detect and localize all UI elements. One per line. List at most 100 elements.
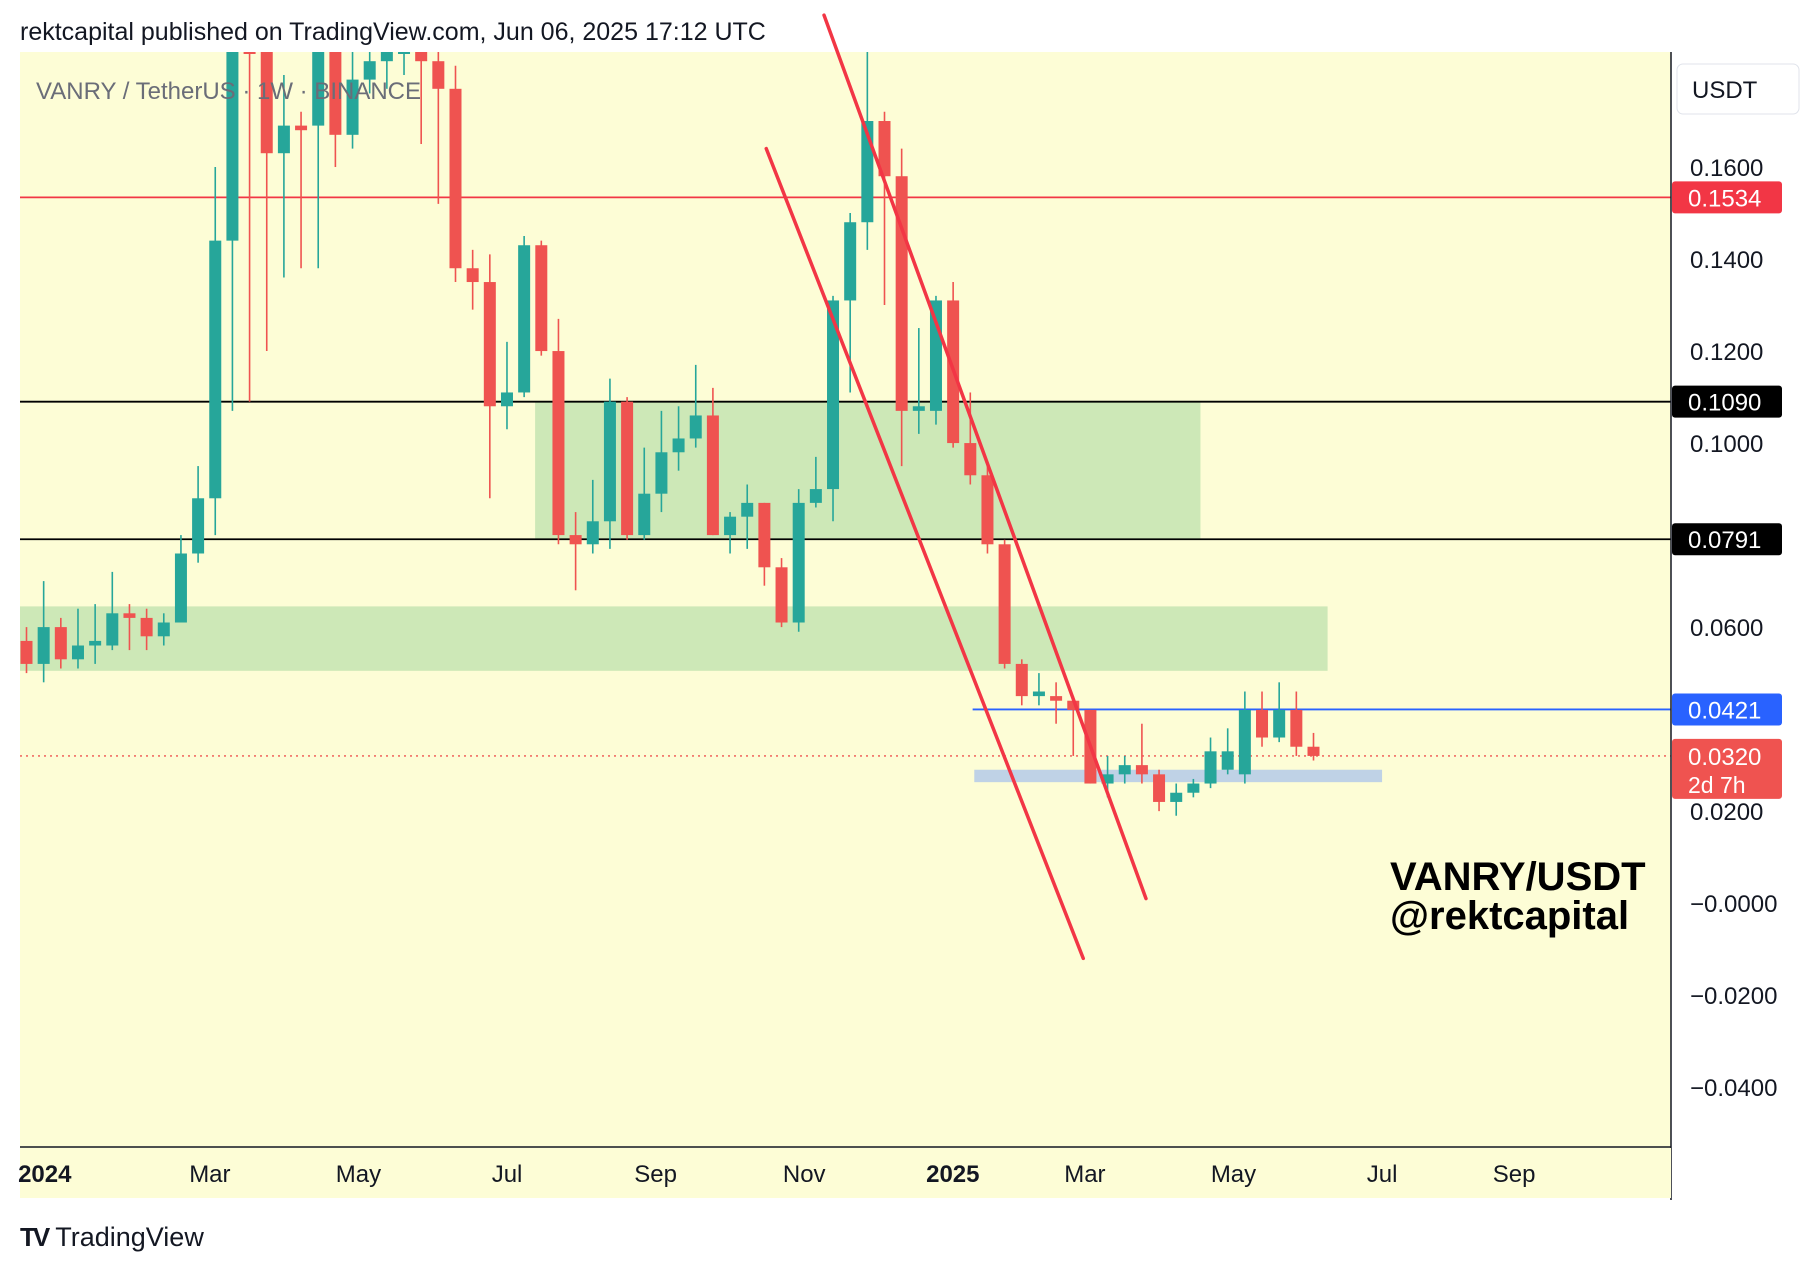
candle-body: [483, 282, 496, 407]
candle-body: [809, 489, 822, 503]
candle-body: [912, 406, 925, 411]
candle: [1050, 682, 1063, 724]
candle: [123, 604, 136, 651]
candle: [329, 52, 342, 168]
candle-body: [346, 79, 359, 135]
time-tick-label: Mar: [1064, 1161, 1105, 1188]
candle-body: [775, 567, 788, 623]
candle-body: [1238, 709, 1251, 775]
candle-body: [466, 268, 479, 283]
candle: [1067, 696, 1080, 756]
candle-body: [243, 52, 256, 54]
candle-body: [981, 475, 994, 545]
time-tick-label: Nov: [783, 1161, 826, 1188]
candle: [1118, 755, 1131, 784]
candle: [312, 52, 325, 269]
candle: [672, 406, 685, 471]
candle-body: [89, 640, 102, 646]
candle-body: [638, 493, 651, 536]
candle: [809, 456, 822, 508]
candle: [1273, 682, 1286, 743]
candle: [535, 240, 548, 356]
candle: [20, 627, 33, 674]
price-tick-label: 0.1400: [1690, 247, 1763, 274]
tradingview-logo[interactable]: TV TradingView: [20, 1222, 204, 1253]
current-price-value: 0.0320: [1688, 744, 1761, 771]
candle-body: [1221, 751, 1234, 770]
currency-button-label: USDT: [1692, 77, 1758, 104]
price-tick-label: 0.0600: [1690, 615, 1763, 642]
candle-body: [1135, 765, 1148, 775]
time-tick-label: 2025: [926, 1161, 979, 1188]
candle: [380, 52, 393, 89]
channel-layer: [764, 13, 1148, 961]
time-tick-label: May: [1211, 1161, 1256, 1188]
candle-body: [71, 645, 84, 660]
candle: [724, 512, 737, 554]
candle-body: [157, 622, 170, 637]
upper-black-line-label: 0.1090: [1672, 385, 1782, 418]
candle-body: [964, 443, 977, 476]
candle-body: [1256, 709, 1269, 738]
candle-body: [689, 415, 702, 439]
time-tick-label: Jul: [1367, 1161, 1398, 1188]
candle-body: [1153, 774, 1166, 802]
currency-button[interactable]: USDT: [1676, 63, 1800, 115]
candle-body: [878, 121, 891, 177]
candle: [621, 397, 634, 540]
candle: [655, 410, 668, 513]
candle: [209, 167, 222, 536]
candle-body: [929, 300, 942, 411]
time-tick-label: Mar: [189, 1161, 230, 1188]
blue-level-line-label-text: 0.0421: [1688, 697, 1761, 724]
time-tick-label: Jul: [492, 1161, 523, 1188]
price-tick-label: −0.0400: [1690, 1075, 1777, 1102]
candle-body: [792, 502, 805, 623]
price-axis[interactable]: 0.18000.16000.14000.12000.10000.06000.02…: [1672, 52, 1800, 1198]
candle: [157, 613, 170, 646]
price-tick-label: −0.0000: [1690, 891, 1777, 918]
candle: [226, 52, 239, 411]
candle-body: [123, 613, 136, 618]
lower-black-line-label: 0.0791: [1672, 523, 1782, 556]
candle: [569, 512, 582, 591]
candle: [140, 608, 153, 651]
candle-body: [586, 521, 599, 545]
candle: [89, 604, 102, 664]
publish-header: rektcapital published on TradingView.com…: [20, 18, 766, 46]
candle: [998, 539, 1011, 669]
levels-layer: [20, 196, 1671, 757]
candle-body: [844, 222, 857, 301]
blue-level-line-label: 0.0421: [1672, 693, 1782, 726]
candle-body: [20, 640, 33, 664]
candle-body: [1101, 774, 1114, 784]
annotation-author: @rektcapital: [1390, 894, 1629, 938]
candle: [483, 254, 496, 499]
resistance-line-label-text: 0.1534: [1688, 185, 1761, 212]
candle: [277, 75, 290, 278]
annotation-pair: VANRY/USDT: [1390, 855, 1646, 899]
candle-body: [226, 52, 239, 241]
candle: [432, 52, 445, 204]
candle: [758, 502, 771, 586]
candle: [741, 484, 754, 549]
candle-body: [192, 498, 205, 554]
candle: [260, 52, 273, 352]
time-axis[interactable]: 2024 Mar May Jul Sep Nov 2025 Mar May Jul Sep: [18, 1161, 1535, 1188]
time-tick-label: 2024: [18, 1161, 72, 1188]
candle: [174, 535, 187, 623]
candle: [603, 378, 616, 549]
candle-body: [500, 392, 513, 407]
candle: [1032, 673, 1045, 706]
time-tick-label: Sep: [634, 1161, 677, 1188]
resistance-line-label: 0.1534: [1672, 181, 1782, 214]
candle-body: [706, 415, 719, 536]
price-tick-label: −0.0200: [1690, 983, 1777, 1010]
candle-body: [106, 613, 119, 646]
lower-black-line-label-bg: [1672, 523, 1782, 556]
candle: [295, 111, 308, 269]
candle-body: [1118, 765, 1131, 775]
